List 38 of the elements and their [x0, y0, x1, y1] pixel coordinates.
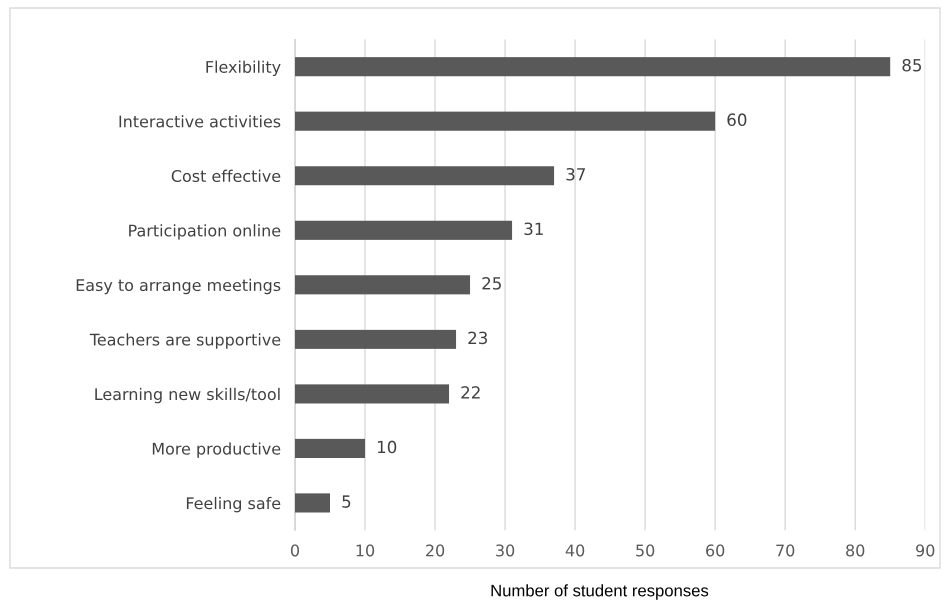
data-label: 37 — [566, 168, 585, 181]
y-tick-label: Learning new skills/tool — [95, 388, 280, 404]
bar — [294, 493, 330, 513]
bar — [294, 57, 890, 76]
data-label: 10 — [378, 440, 396, 454]
y-tick-label: More productive — [152, 442, 280, 458]
bar — [294, 220, 512, 240]
data-label: 31 — [524, 222, 543, 236]
x-tick-label: 90 — [916, 544, 934, 556]
bar — [294, 438, 366, 458]
y-tick-label: Teachers are supportive — [90, 333, 280, 349]
y-tick-label: Interactive activities — [120, 115, 280, 128]
x-tick-label: 70 — [776, 544, 794, 556]
y-tick-label: Easy to arrange meetings — [76, 278, 280, 294]
y-tick-label: Participation online — [129, 224, 280, 240]
bar — [294, 275, 470, 294]
x-axis-title: Number of student responses — [492, 584, 708, 600]
x-tick-label: 60 — [706, 544, 724, 556]
y-tick-label: Cost effective — [172, 170, 280, 182]
x-tick-label: 0 — [290, 544, 300, 556]
x-tick-label: 20 — [426, 544, 444, 556]
x-tick-label: 50 — [636, 544, 654, 556]
data-label: 25 — [482, 277, 501, 290]
x-tick-label: 80 — [846, 544, 864, 556]
data-label: 60 — [727, 113, 746, 126]
data-label: 85 — [902, 58, 922, 72]
y-tick-label: Feeling safe — [186, 496, 280, 512]
x-tick-label: 10 — [356, 544, 374, 556]
x-tick-label: 30 — [496, 544, 514, 556]
bar — [294, 112, 716, 131]
bar — [294, 384, 450, 404]
x-tick-label: 40 — [566, 544, 584, 556]
data-label: 5 — [342, 495, 350, 508]
data-label: 22 — [461, 386, 480, 398]
y-tick-label: Flexibility — [206, 60, 281, 76]
bar — [294, 166, 554, 186]
data-label: 23 — [468, 332, 488, 344]
bar — [294, 330, 456, 349]
